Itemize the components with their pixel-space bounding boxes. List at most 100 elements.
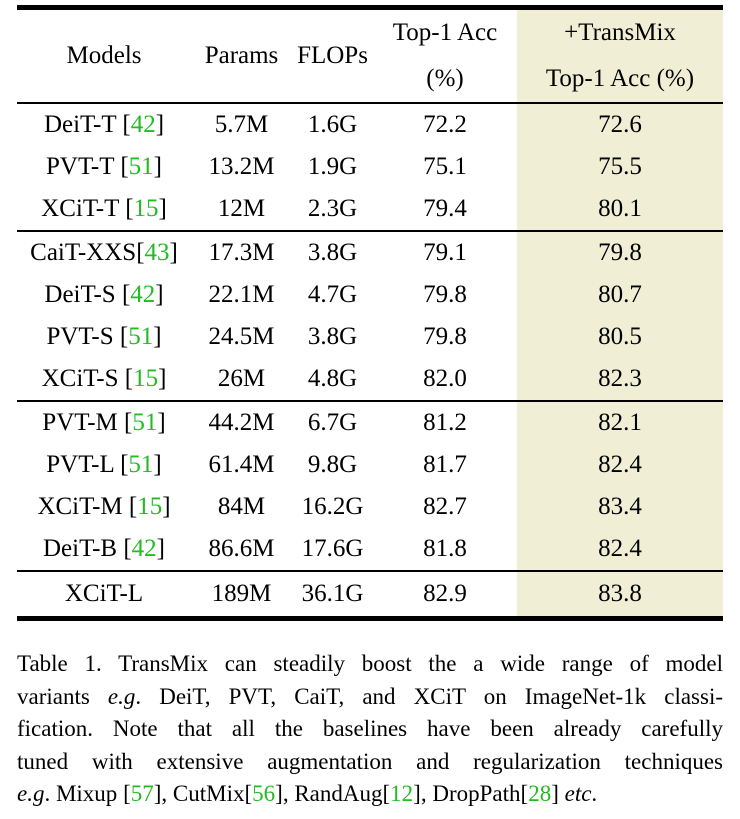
citation-link[interactable]: 57 [130, 781, 154, 806]
cell-top1: 81.7 [423, 451, 467, 478]
cell-flops: 4.8G [292, 358, 373, 402]
citation-link[interactable]: 12 [390, 781, 414, 806]
cite-bracket: ] [153, 153, 162, 180]
header-transmix-line2: Top-1 Acc (%) [517, 56, 723, 104]
citation-link[interactable]: 43 [144, 239, 170, 266]
cell-model: DeiT-T [42] [17, 103, 191, 146]
cite-bracket: ] [153, 451, 162, 478]
model-name: XCiT-S [41, 365, 125, 392]
model-name: DeiT-B [43, 535, 124, 562]
caption-text: variants [17, 683, 108, 709]
header-params: Params [191, 5, 292, 104]
model-name: PVT-L [46, 451, 121, 478]
cell-top1: 72.2 [423, 111, 467, 138]
table-row: PVT-T [51] 13.2M 1.9G 75.1 75.5 [17, 146, 723, 188]
cell-model: DeiT-B [42] [17, 528, 191, 572]
cell-model: PVT-T [51] [17, 146, 191, 188]
cell-params: 12M [191, 188, 292, 232]
model-name: DeiT-T [43, 111, 123, 138]
cell-flops: 2.3G [292, 188, 373, 232]
cell-top1: 79.1 [423, 239, 467, 266]
cell-transmix: 80.5 [517, 316, 723, 358]
caption-line-5: e.g. Mixup [57], CutMix[56], RandAug[12]… [17, 781, 598, 806]
cite-bracket: [ [125, 195, 134, 222]
cell-transmix: 80.7 [517, 274, 723, 316]
table-row: XCiT-L 189M 36.1G 82.9 83.8 [17, 571, 723, 621]
cell-params: 13.2M [208, 153, 275, 180]
caption-line-2: variants e.g. DeiT, PVT, CaiT, and XCiT … [17, 681, 723, 714]
caption-text: . [591, 781, 598, 806]
cell-flops: 6.7G [307, 409, 358, 436]
cite-bracket: [ [119, 323, 129, 350]
cell-params: 86.6M [191, 528, 292, 572]
table-caption: Table 1. TransMix can steadily boost the… [17, 648, 723, 811]
cell-top1: 79.8 [423, 281, 467, 308]
citation-link[interactable]: 51 [128, 451, 154, 478]
citation-link[interactable]: 51 [132, 409, 158, 436]
cell-transmix: 82.3 [517, 358, 723, 402]
cell-model: PVT-L [51] [17, 444, 191, 486]
table-row: DeiT-S [42] 22.1M 4.7G 79.8 80.7 [17, 274, 723, 316]
cell-transmix: 82.4 [517, 528, 723, 572]
citation-link[interactable]: 51 [128, 153, 154, 180]
cite-bracket: ] [155, 281, 164, 308]
cell-flops: 36.1G [292, 571, 373, 621]
cell-params: 17.3M [208, 239, 275, 266]
cell-transmix: 75.5 [517, 146, 723, 188]
header-transmix-line1: +TransMix [517, 5, 723, 56]
cite-bracket: ] [169, 239, 178, 266]
model-name: XCiT-M [37, 493, 129, 520]
table-row: PVT-L [51] 61.4M 9.8G 81.7 82.4 [17, 444, 723, 486]
header-models: Models [17, 5, 191, 104]
header-top1-line1: Top-1 Acc [373, 5, 517, 56]
cite-bracket: ] [156, 535, 165, 562]
cell-top1: 81.8 [373, 528, 517, 572]
citation-link[interactable]: 56 [252, 781, 276, 806]
cell-flops: 3.8G [307, 239, 358, 266]
cite-bracket: ] [155, 111, 165, 138]
cell-flops: 9.8G [307, 451, 358, 478]
cell-transmix: 83.8 [517, 571, 723, 621]
cite-bracket: [ [120, 451, 129, 478]
model-name: XCiT-L [64, 580, 144, 607]
model-name: PVT-M [42, 409, 125, 436]
cell-flops: 16.2G [301, 493, 364, 520]
table-row: XCiT-M [15] 84M 16.2G 82.7 83.4 [17, 486, 723, 528]
cite-bracket: ] [157, 409, 166, 436]
cell-model: XCiT-L [17, 571, 191, 621]
citation-link[interactable]: 28 [528, 781, 552, 806]
table-row: PVT-S [51] 24.5M 3.8G 79.8 80.5 [17, 316, 723, 358]
citation-link[interactable]: 15 [137, 493, 163, 520]
cell-params: 44.2M [208, 409, 275, 436]
cell-transmix: 72.6 [517, 103, 723, 146]
citation-link[interactable]: 42 [130, 111, 156, 138]
citation-link[interactable]: 42 [131, 535, 157, 562]
caption-line-1: Table 1. TransMix can steadily boost the… [17, 651, 723, 676]
header-row-2: (%) Top-1 Acc (%) [17, 56, 723, 104]
cell-model: PVT-S [51] [17, 316, 191, 358]
cite-bracket: [ [124, 365, 134, 392]
cell-params: 26M [191, 358, 292, 402]
cell-transmix: 80.1 [517, 188, 723, 232]
model-name: DeiT-S [44, 281, 122, 308]
citation-link[interactable]: 15 [133, 195, 159, 222]
cell-top1: 82.0 [373, 358, 517, 402]
citation-link[interactable]: 51 [128, 323, 154, 350]
cell-top1: 79.8 [423, 323, 467, 350]
cite-bracket: ] [153, 323, 162, 350]
cell-top1: 82.9 [373, 571, 517, 621]
cell-flops: 1.9G [307, 153, 358, 180]
cite-bracket: [ [123, 535, 132, 562]
caption-eg: e.g [17, 781, 45, 806]
cite-bracket: ] [158, 195, 167, 222]
citation-link[interactable]: 15 [133, 365, 159, 392]
table-row: CaiT-XXS[43] 17.3M 3.8G 79.1 79.8 [17, 231, 723, 274]
cell-transmix: 82.1 [517, 401, 723, 444]
model-name: CaiT-XXS [30, 239, 137, 266]
caption-line-3: fication. Note that all the baselines ha… [17, 716, 723, 741]
cell-model: XCiT-S [15] [17, 358, 191, 402]
caption-text: , DropPath [420, 781, 521, 806]
citation-link[interactable]: 42 [130, 281, 156, 308]
cell-params: 189M [191, 571, 292, 621]
